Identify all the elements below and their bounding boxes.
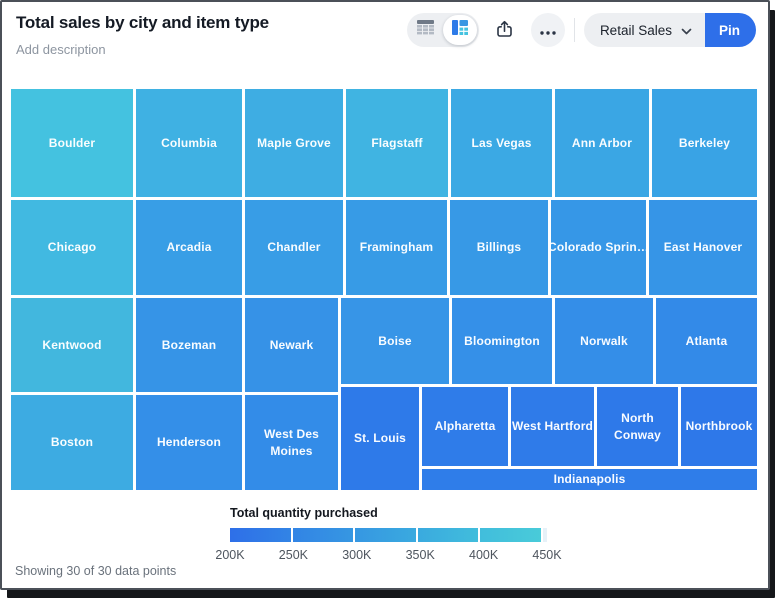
treemap-cell[interactable]: East Hanover xyxy=(649,200,757,295)
treemap-cell-label: Berkeley xyxy=(678,135,731,150)
treemap-cell-label: Henderson xyxy=(156,435,222,450)
treemap-cell[interactable]: Chicago xyxy=(11,200,133,295)
treemap-cell[interactable]: Indianapolis xyxy=(422,469,757,490)
treemap-cell[interactable]: Newark xyxy=(245,298,338,392)
treemap-cell-label: Colorado Sprin… xyxy=(551,240,646,255)
dataset-dropdown[interactable]: Retail Sales xyxy=(583,13,705,47)
pin-button[interactable]: Pin xyxy=(704,13,756,47)
treemap-cell[interactable]: St. Louis xyxy=(341,387,419,490)
treemap-cell-label: Alpharetta xyxy=(434,419,496,434)
treemap-cell-label: Norwalk xyxy=(580,333,628,348)
treemap-cell[interactable]: Columbia xyxy=(136,89,242,197)
treemap-cell-label: Flagstaff xyxy=(371,135,423,150)
dataset-dropdown-label: Retail Sales xyxy=(599,22,672,38)
dataset-control: Retail Sales Pin xyxy=(583,13,756,47)
treemap-view-button[interactable] xyxy=(442,15,477,45)
treemap-cell[interactable]: Northbrook xyxy=(681,387,757,466)
treemap-cell-label: Framingham xyxy=(359,240,434,255)
treemap-cell-label: Northbrook xyxy=(685,419,753,434)
treemap-cell[interactable]: Framingham xyxy=(346,200,447,295)
treemap-cell-label: Boise xyxy=(378,333,412,348)
legend-gradient-segment xyxy=(292,528,354,542)
table-view-button[interactable] xyxy=(409,15,443,45)
treemap-cell[interactable]: Bozeman xyxy=(136,298,242,392)
treemap-icon xyxy=(451,20,468,40)
treemap-cell[interactable]: North Conway xyxy=(597,387,678,466)
legend-tick-label: 350K xyxy=(405,548,435,562)
treemap-cell[interactable]: Berkeley xyxy=(652,89,757,197)
treemap-cell-label: St. Louis xyxy=(353,431,407,446)
share-button[interactable] xyxy=(488,13,522,47)
treemap-cell[interactable]: Flagstaff xyxy=(346,89,448,197)
treemap-cell[interactable]: Atlanta xyxy=(656,298,757,384)
add-description-field[interactable]: Add description xyxy=(16,42,106,57)
more-options-button[interactable] xyxy=(530,13,565,47)
treemap-cell-label: Boulder xyxy=(48,135,96,150)
treemap: Boulder Columbia Maple Grove Flagstaff Las V… xyxy=(11,89,757,490)
treemap-cell[interactable]: Billings xyxy=(450,200,548,295)
treemap-cell[interactable]: Chandler xyxy=(245,200,343,295)
treemap-cell[interactable]: West Des Moines xyxy=(245,395,338,490)
treemap-cell-label: Atlanta xyxy=(685,333,728,348)
chart-card: Total sales by city and item type Add de… xyxy=(0,0,770,590)
treemap-cell-label: Maple Grove xyxy=(257,135,331,150)
treemap-cell-label: Arcadia xyxy=(166,240,212,255)
legend-tick-label: 200K xyxy=(215,548,245,562)
legend: Total quantity purchased 200K 250K 300K 350… xyxy=(215,506,561,563)
treemap-cell-label: East Hanover xyxy=(663,240,743,255)
treemap-cell-label: Boston xyxy=(50,435,94,450)
treemap-cell-label: Chandler xyxy=(267,240,321,255)
treemap-cell-label: Ann Arbor xyxy=(571,135,633,150)
legend-title: Total quantity purchased xyxy=(230,506,378,520)
legend-bar xyxy=(230,528,547,542)
legend-gradient-segment xyxy=(480,528,541,542)
ellipsis-icon xyxy=(540,23,556,38)
treemap-cell-label: Newark xyxy=(269,337,314,352)
treemap-cell[interactable]: Boulder xyxy=(11,89,133,197)
legend-tick-label: 400K xyxy=(468,548,499,562)
treemap-cell[interactable]: Maple Grove xyxy=(245,89,343,197)
toolbar-divider xyxy=(573,18,575,42)
legend-gradient-segment xyxy=(355,528,416,542)
treemap-cell-label: North xyxy=(621,411,654,426)
treemap-cell[interactable]: Ann Arbor xyxy=(555,89,649,197)
legend-overflow-cap xyxy=(542,528,547,542)
chevron-down-icon xyxy=(681,23,692,38)
treemap-cell-label: Las Vegas xyxy=(471,135,532,150)
treemap-cell[interactable]: West Hartford xyxy=(511,387,594,466)
treemap-cell-label: Indianapolis xyxy=(553,472,626,487)
view-toggle xyxy=(406,13,479,47)
treemap-cell[interactable]: Boston xyxy=(11,395,133,490)
treemap-cell-label: West Des xyxy=(263,427,319,442)
table-icon xyxy=(417,20,435,40)
treemap-cell-label: Kentwood xyxy=(42,337,102,352)
treemap-cell[interactable]: Henderson xyxy=(136,395,242,490)
legend-tick-label: 250K xyxy=(278,548,308,562)
treemap-cell[interactable]: Bloomington xyxy=(452,298,552,384)
legend-tick-label: 300K xyxy=(342,548,372,562)
treemap-cell-label: Billings xyxy=(476,240,522,255)
treemap-cell-label: Columbia xyxy=(161,135,217,150)
legend-gradient-segment xyxy=(417,528,479,542)
treemap-cell[interactable]: Kentwood xyxy=(11,298,133,392)
legend-gradient-segment xyxy=(230,528,291,542)
treemap-cell[interactable]: Alpharetta xyxy=(422,387,508,466)
treemap-cell-label: Bloomington xyxy=(464,333,540,348)
treemap-cell-label: West Hartford xyxy=(511,419,594,434)
share-icon xyxy=(496,20,513,41)
treemap-cell-label: Chicago xyxy=(47,240,97,255)
treemap-cell-label: Bozeman xyxy=(161,337,217,352)
toolbar: Retail Sales Pin xyxy=(406,13,756,47)
treemap-cell[interactable]: Colorado Sprin… xyxy=(551,200,646,295)
treemap-cell[interactable]: Norwalk xyxy=(555,298,653,384)
legend-tick-label: 450K xyxy=(532,548,562,562)
treemap-cell[interactable]: Las Vegas xyxy=(451,89,552,197)
status-text: Showing 30 of 30 data points xyxy=(15,564,177,578)
treemap-cell[interactable]: Arcadia xyxy=(136,200,242,295)
page-title: Total sales by city and item type xyxy=(16,13,269,32)
treemap-cell[interactable]: Boise xyxy=(341,298,449,384)
legend-ticks: 200K 250K 300K 350K 400K 450K xyxy=(215,548,561,563)
treemap-cell-label: Moines xyxy=(270,443,313,458)
treemap-cell-label: Conway xyxy=(614,427,661,442)
